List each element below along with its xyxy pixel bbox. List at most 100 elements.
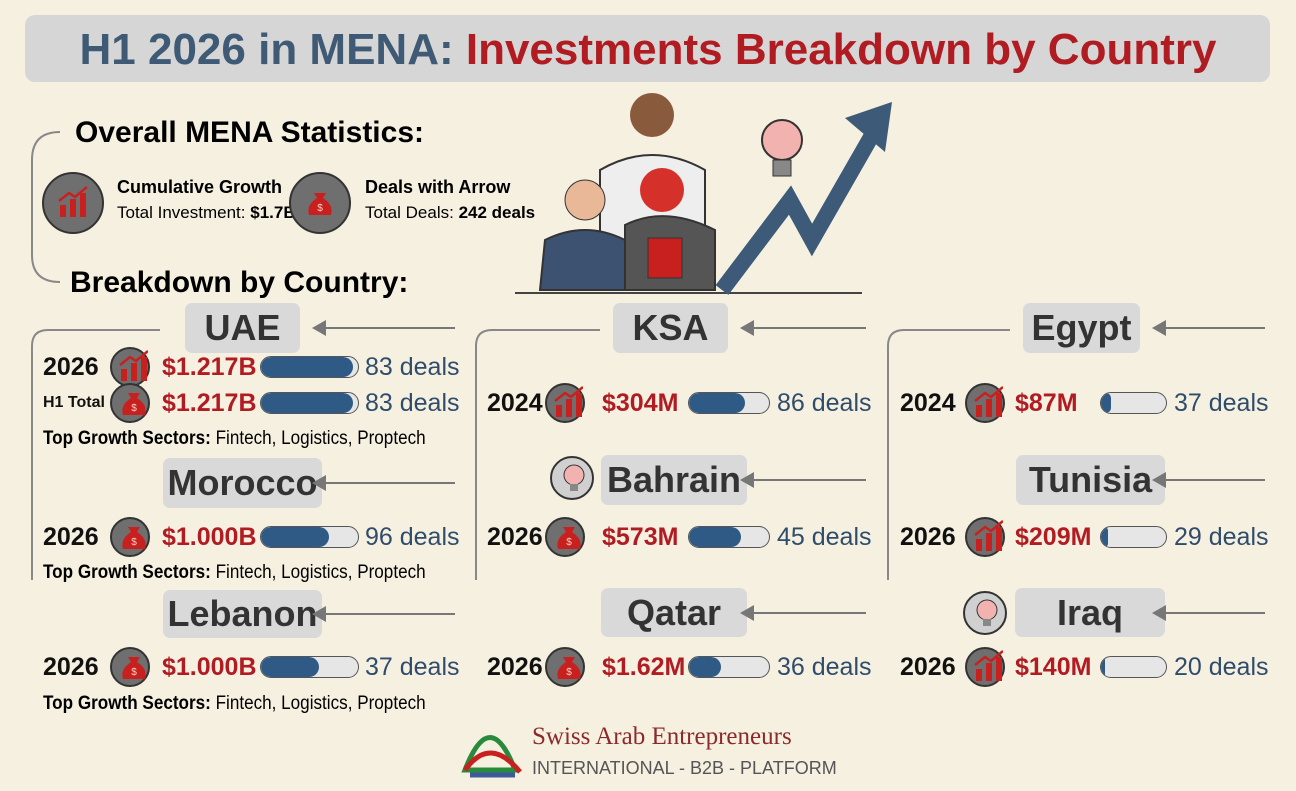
year: 2024 <box>900 389 956 417</box>
arrow-head <box>740 472 754 488</box>
icon-arrow <box>119 350 148 366</box>
arrow-head <box>312 475 326 491</box>
icon-bar <box>131 363 137 381</box>
icon-graphic: $ <box>122 393 146 415</box>
arrow-head <box>312 320 326 336</box>
year: 2026 <box>900 523 956 551</box>
progress-fill <box>1101 527 1108 547</box>
country-name: Lebanon <box>163 590 322 638</box>
icon-symbol: $ <box>317 203 323 214</box>
head <box>564 179 606 221</box>
icon-arrow <box>974 386 1003 402</box>
deals: 45 deals <box>777 523 872 551</box>
icon-bulb <box>976 599 998 621</box>
progress-fill <box>1101 393 1111 413</box>
icon-bag <box>308 193 332 215</box>
icon-graphic <box>974 650 1003 681</box>
deals: 83 deals <box>365 353 460 381</box>
arrow-line <box>320 482 455 484</box>
arrow-head <box>1152 320 1166 336</box>
icon-bar <box>986 399 992 417</box>
icon-bar <box>996 527 1002 551</box>
country-name: Iraq <box>1015 588 1165 637</box>
bulb <box>761 119 803 161</box>
arrow-line <box>748 327 866 329</box>
amount: $1.000B <box>162 523 257 551</box>
icon-bar <box>576 393 582 417</box>
icon-symbol: $ <box>131 537 137 548</box>
amount: $209M <box>1015 523 1092 551</box>
progress-track <box>688 656 770 678</box>
icon-bar <box>566 399 572 417</box>
icon-graphic: $ <box>122 657 146 679</box>
icon: $ <box>110 383 150 423</box>
icon-bar <box>121 369 127 381</box>
progress-fill <box>261 527 329 547</box>
icon <box>42 172 104 234</box>
icon-bar <box>976 669 982 681</box>
icon-graphic: $ <box>308 193 332 215</box>
icon-symbol: $ <box>566 667 572 678</box>
icon-arrow <box>58 186 88 202</box>
country-name: Morocco <box>163 458 322 508</box>
year: 2026 <box>487 653 543 681</box>
sectors: Top Growth Sectors: Fintech, Logistics, … <box>43 424 426 454</box>
people <box>538 93 716 291</box>
sectors-list: Fintech, Logistics, Proptech <box>215 562 426 583</box>
deals: 37 deals <box>1174 389 1269 417</box>
icon-bar <box>986 663 992 681</box>
arrow-line <box>1160 327 1265 329</box>
brand: Swiss Arab Entrepreneurs <box>532 723 792 750</box>
year: 2024 <box>487 389 543 417</box>
icon-graphic <box>554 386 583 417</box>
icon-arrow <box>974 650 1003 666</box>
country-name: Bahrain <box>601 455 747 505</box>
stat-line: Total Investment: $1.7B <box>117 198 296 228</box>
progress-track <box>260 656 359 678</box>
amount: $140M <box>1015 653 1092 681</box>
icon-bar <box>60 205 66 217</box>
icon-symbol: $ <box>566 537 572 548</box>
sectors-label: Top Growth Sectors: <box>43 562 211 583</box>
icon: $ <box>545 647 585 687</box>
amount: $573M <box>602 523 679 551</box>
arrow-line <box>320 613 455 615</box>
country-name: Tunisia <box>1016 455 1165 505</box>
progress-track <box>260 526 359 548</box>
stat-title: Deals with Arrow <box>365 177 511 197</box>
bulb-base <box>772 159 792 177</box>
title-part: H1 2026 in MENA: <box>79 25 454 74</box>
sectors: Top Growth Sectors: Fintech, Logistics, … <box>43 558 426 588</box>
arrow-line <box>748 611 866 614</box>
deals: 29 deals <box>1174 523 1269 551</box>
progress-fill <box>689 527 741 547</box>
icon <box>545 383 585 423</box>
bracket <box>31 329 160 580</box>
icon-base <box>570 484 578 491</box>
deals: 83 deals <box>365 389 460 417</box>
icon: $ <box>289 172 351 234</box>
icon-base <box>983 619 991 626</box>
icon-bag <box>122 657 146 679</box>
icon-graphic <box>119 350 148 381</box>
progress-track <box>1100 656 1167 678</box>
title-bar <box>25 15 1270 82</box>
amount: $1.217B <box>162 389 257 417</box>
icon: $ <box>110 517 150 557</box>
logo-arc <box>462 750 522 774</box>
icon: $ <box>110 647 150 687</box>
arrow-head <box>740 604 754 621</box>
year: H1 Total <box>43 394 105 411</box>
arrow-head <box>845 102 892 152</box>
icon-bar <box>996 657 1002 681</box>
country-name: Qatar <box>601 588 747 637</box>
icon-bag <box>557 527 581 549</box>
sectors-label: Top Growth Sectors: <box>43 428 211 449</box>
icon-bag <box>122 527 146 549</box>
arrow-line <box>1160 479 1265 481</box>
tagline: INTERNATIONAL - B2B - PLATFORM <box>532 758 837 778</box>
icon-arrow <box>974 520 1003 536</box>
icon-graphic <box>976 599 998 626</box>
icon <box>965 647 1005 687</box>
icon-graphic: $ <box>122 527 146 549</box>
